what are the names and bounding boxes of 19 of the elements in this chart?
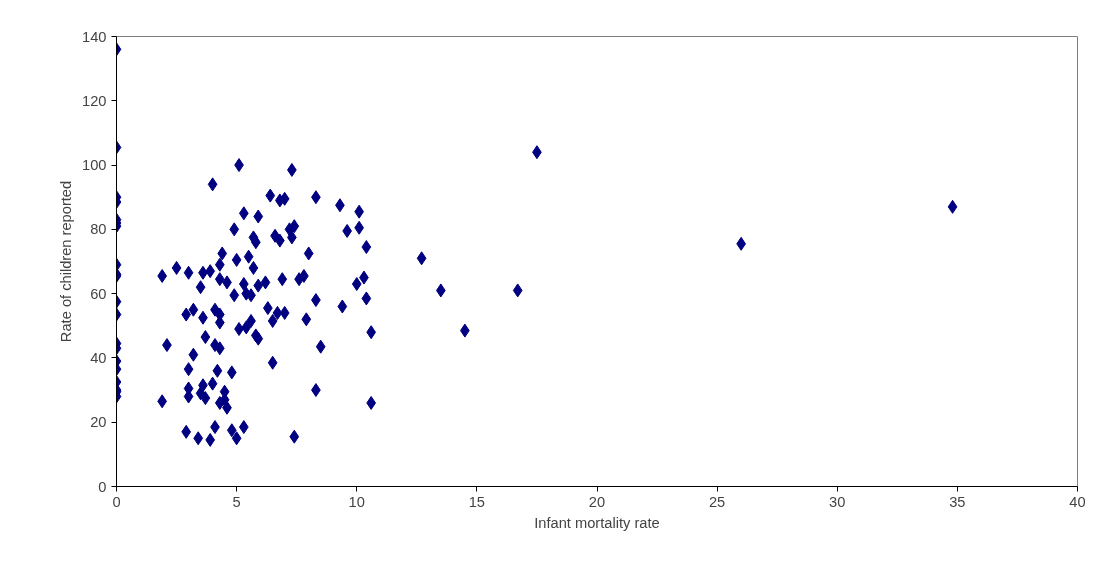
x-tick-label: 0: [112, 493, 121, 510]
x-tick-label: 10: [348, 493, 365, 510]
y-tick-label: 0: [98, 478, 107, 495]
y-axis-title: Rate of children reported: [58, 180, 75, 343]
y-tick-label: 120: [82, 92, 107, 109]
x-tick-label: 5: [232, 493, 241, 510]
y-tick-label: 20: [90, 414, 107, 431]
y-tick-label: 80: [90, 221, 107, 238]
x-tick-label: 35: [949, 493, 966, 510]
y-tick-label: 100: [82, 157, 107, 174]
y-tick-label: 140: [82, 28, 107, 45]
y-tick-label: 60: [90, 285, 107, 302]
x-tick-label: 25: [708, 493, 726, 510]
y-tick-label: 40: [90, 349, 107, 366]
x-tick-label: 20: [588, 493, 606, 510]
x-tick-label: 40: [1069, 493, 1086, 510]
x-tick-label: 15: [468, 493, 486, 510]
x-tick-label: 30: [829, 493, 846, 510]
x-axis-title: Infant mortality rate: [534, 514, 660, 531]
